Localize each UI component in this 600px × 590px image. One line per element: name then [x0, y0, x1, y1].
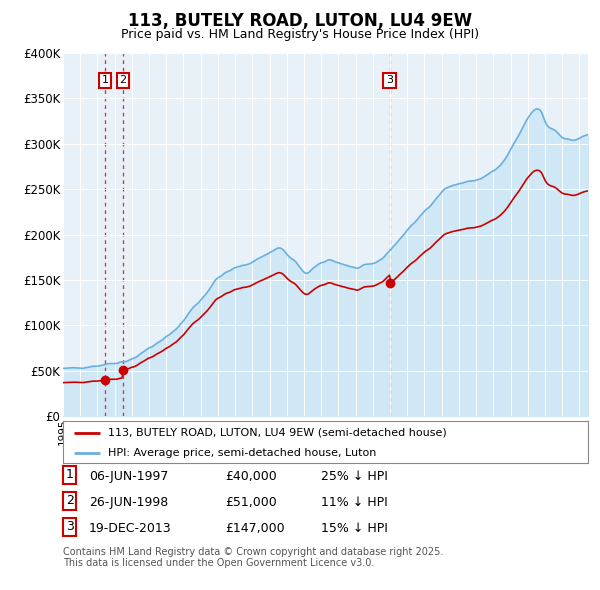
- Text: £40,000: £40,000: [225, 470, 277, 483]
- Text: 19-DEC-2013: 19-DEC-2013: [89, 522, 172, 535]
- Text: 06-JUN-1997: 06-JUN-1997: [89, 470, 168, 483]
- Text: 26-JUN-1998: 26-JUN-1998: [89, 496, 168, 509]
- Text: 11% ↓ HPI: 11% ↓ HPI: [321, 496, 388, 509]
- Text: 1: 1: [65, 468, 74, 481]
- Text: HPI: Average price, semi-detached house, Luton: HPI: Average price, semi-detached house,…: [107, 448, 376, 457]
- Text: £51,000: £51,000: [225, 496, 277, 509]
- Text: 25% ↓ HPI: 25% ↓ HPI: [321, 470, 388, 483]
- Text: Contains HM Land Registry data © Crown copyright and database right 2025.
This d: Contains HM Land Registry data © Crown c…: [63, 547, 443, 568]
- Text: 15% ↓ HPI: 15% ↓ HPI: [321, 522, 388, 535]
- Text: 113, BUTELY ROAD, LUTON, LU4 9EW: 113, BUTELY ROAD, LUTON, LU4 9EW: [128, 12, 472, 30]
- Text: Price paid vs. HM Land Registry's House Price Index (HPI): Price paid vs. HM Land Registry's House …: [121, 28, 479, 41]
- Text: £147,000: £147,000: [225, 522, 284, 535]
- Text: 3: 3: [65, 520, 74, 533]
- Text: 113, BUTELY ROAD, LUTON, LU4 9EW (semi-detached house): 113, BUTELY ROAD, LUTON, LU4 9EW (semi-d…: [107, 428, 446, 438]
- Text: 2: 2: [65, 494, 74, 507]
- Text: 2: 2: [119, 76, 127, 86]
- Text: 1: 1: [101, 76, 109, 86]
- Text: 3: 3: [386, 76, 393, 86]
